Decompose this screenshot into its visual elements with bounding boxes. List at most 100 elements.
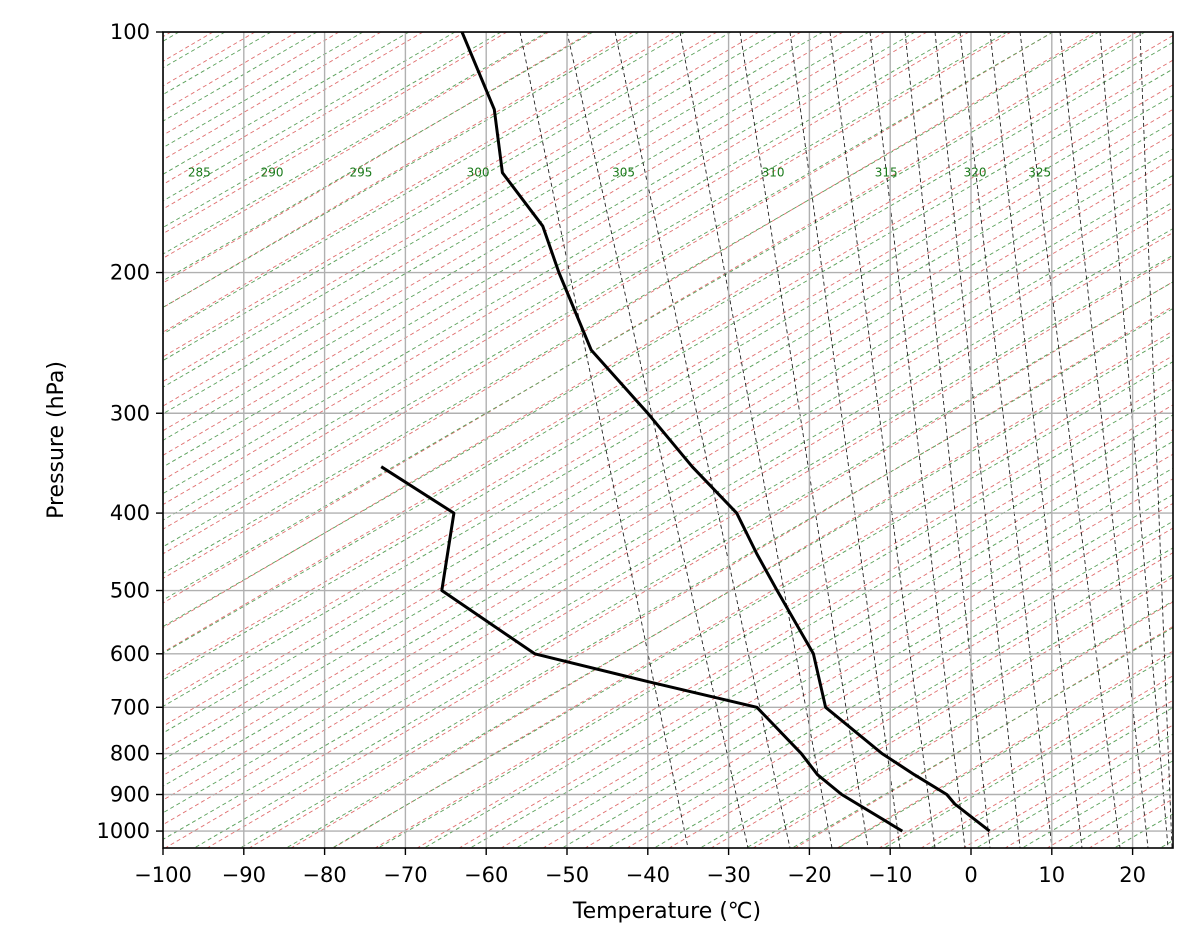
y-tick-label: 200 xyxy=(110,261,150,285)
y-tick-label: 700 xyxy=(110,695,150,719)
dry-adiabat-line xyxy=(163,32,1096,579)
moist-adiabat-line xyxy=(791,627,1173,848)
background-lines xyxy=(0,32,1173,888)
moist-adiabat-line xyxy=(163,32,1100,574)
x-tick-label: −40 xyxy=(626,863,670,887)
dry-adiabat-line xyxy=(374,379,1173,848)
mixing-ratio-line xyxy=(1139,32,1173,848)
plot-frame xyxy=(162,31,1174,849)
moist-adiabat-line xyxy=(837,653,1173,848)
moist-adiabat-line xyxy=(745,600,1173,848)
moist-adiabat-line xyxy=(163,148,1173,734)
y-tick-label: 300 xyxy=(110,401,150,425)
x-tick-label: −30 xyxy=(706,863,750,887)
moist-adiabat-line xyxy=(193,281,1173,848)
moist-adiabat-line xyxy=(883,680,1173,848)
dry-adiabat-line xyxy=(163,32,550,259)
dry-adiabat-line xyxy=(163,207,1173,801)
plot-area-background xyxy=(163,32,1173,848)
x-tick-label: −70 xyxy=(383,863,427,887)
moist-adiabat-line xyxy=(285,334,1173,848)
x-tick-label: −90 xyxy=(222,863,266,887)
mixing-ratio-line xyxy=(519,32,689,848)
dry-adiabat-line xyxy=(584,502,1173,848)
mixing-ratio-line xyxy=(679,32,833,848)
dry-adiabat-line xyxy=(416,404,1173,848)
moist-adiabat-line xyxy=(163,201,1173,787)
moist-adiabat-line xyxy=(163,32,1008,521)
dry-adiabat-line xyxy=(163,32,1138,604)
y-tick-label: 100 xyxy=(110,20,150,44)
mixing-ratio-line xyxy=(566,32,749,848)
dry-adiabat-line xyxy=(836,650,1173,848)
profile-series-line xyxy=(460,32,991,833)
dry-adiabat-line xyxy=(163,32,844,432)
moist-adiabat-line xyxy=(699,573,1173,848)
dry-adiabat-line xyxy=(164,256,1173,848)
dry-adiabat-line xyxy=(206,281,1173,848)
moist-adiabat-line xyxy=(163,121,1173,707)
dry-adiabat-line xyxy=(163,182,1173,776)
dry-adiabat-line xyxy=(920,699,1173,848)
potential-temperature-label: 310 xyxy=(762,166,785,180)
mixing-ratio-line xyxy=(934,32,1021,848)
dry-adiabat-line xyxy=(163,32,466,210)
dry-adiabat-line xyxy=(163,32,424,185)
mixing-ratio-line xyxy=(959,32,1053,848)
moist-adiabat-line xyxy=(607,520,1173,848)
moist-adiabat-line xyxy=(561,494,1173,848)
x-tick-label: −20 xyxy=(787,863,831,887)
mixing-ratio-line xyxy=(739,32,869,848)
dry-adiabat-line xyxy=(752,601,1173,848)
moist-adiabat-line xyxy=(163,32,180,42)
dry-adiabat-line xyxy=(290,330,1173,848)
dry-adiabat-line xyxy=(710,576,1173,848)
dry-adiabat-line xyxy=(163,59,1173,653)
moist-adiabat-line xyxy=(163,68,1173,654)
moist-adiabat-line xyxy=(163,95,1173,681)
dry-adiabat-line xyxy=(458,428,1173,848)
dry-adiabat-line xyxy=(163,32,1012,530)
dry-adiabat-line xyxy=(163,34,1173,629)
moist-adiabat-line xyxy=(163,174,1173,761)
x-tick-label: −50 xyxy=(545,863,589,887)
dry-adiabat-line xyxy=(163,32,802,407)
potential-temperature-label: 315 xyxy=(875,166,898,180)
mixing-ratio-line xyxy=(1059,32,1149,848)
dry-adiabat-line xyxy=(163,32,970,506)
moist-adiabat-line xyxy=(653,547,1173,848)
dry-adiabat-line xyxy=(163,32,886,456)
dry-adiabat-line xyxy=(163,32,676,333)
moist-adiabat-line xyxy=(0,32,41,888)
x-tick-label: −100 xyxy=(134,863,192,887)
mixing-ratio-line xyxy=(869,32,966,848)
dry-adiabat-line xyxy=(163,133,1173,727)
moist-adiabat-line xyxy=(163,228,1173,814)
mixing-ratio-line xyxy=(789,32,901,848)
dry-adiabat-line xyxy=(163,32,928,481)
moist-adiabat-line xyxy=(163,254,1173,840)
y-tick-label: 800 xyxy=(110,742,150,766)
moist-adiabat-line xyxy=(239,307,1173,848)
dry-adiabat-line xyxy=(163,84,1173,678)
moist-adiabat-line xyxy=(423,414,1173,848)
profile-series xyxy=(380,32,991,833)
x-tick-label: 10 xyxy=(1038,863,1065,887)
dry-adiabat-line xyxy=(163,32,508,235)
y-axis-title: Pressure (hPa) xyxy=(44,361,69,519)
y-axis-ticks: 100 200 300 400 500 600 700 800 900 1000 xyxy=(97,20,163,843)
y-tick-label: 400 xyxy=(110,501,150,525)
x-tick-label: 0 xyxy=(964,863,977,887)
potential-temperature-label: 300 xyxy=(467,166,490,180)
moist-adiabat-line xyxy=(929,707,1173,848)
potential-temperature-label: 295 xyxy=(350,166,373,180)
dry-adiabat-line xyxy=(962,724,1173,848)
dry-adiabat-line xyxy=(163,108,1173,703)
dry-adiabat-line xyxy=(626,527,1173,848)
dry-adiabat-line xyxy=(878,675,1173,848)
moist-adiabat-line xyxy=(163,41,1173,628)
dry-adiabat-line xyxy=(248,305,1173,848)
moist-adiabat-line xyxy=(163,32,916,468)
potential-temperature-label: 305 xyxy=(612,166,635,180)
